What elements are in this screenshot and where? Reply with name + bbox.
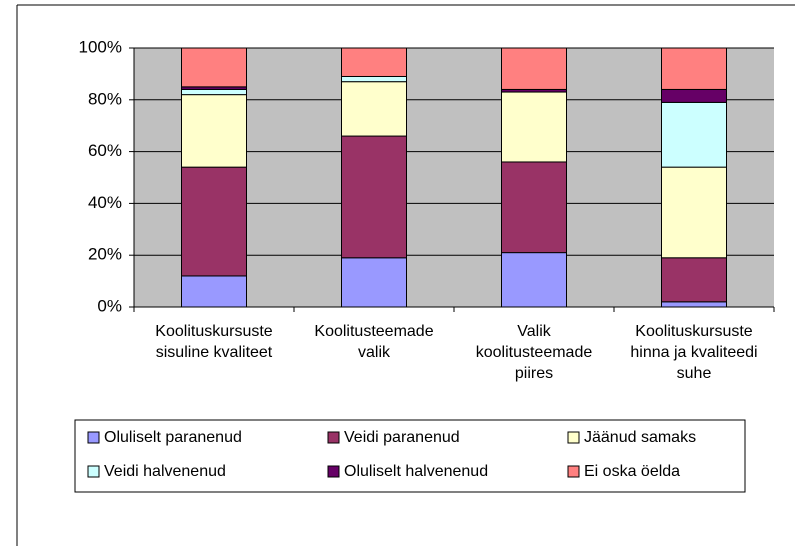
bar-segment	[181, 47, 247, 88]
bar-segment	[181, 166, 247, 277]
bar-segment	[181, 275, 247, 308]
legend-box	[74, 419, 746, 493]
legend-swatch	[327, 465, 340, 478]
y-tick-label: 60%	[88, 141, 122, 160]
y-tick-label: 20%	[88, 245, 122, 264]
legend-swatch	[87, 431, 100, 444]
bar-segment	[341, 75, 407, 83]
bar-segment	[501, 161, 567, 254]
legend-label: Veidi halvenenud	[104, 463, 226, 480]
bar-segment	[501, 47, 567, 90]
bar-segment	[661, 257, 727, 303]
bar-segment	[341, 257, 407, 308]
legend-label: Jäänud samaks	[584, 429, 696, 446]
legend-label: Veidi paranenud	[344, 429, 460, 446]
legend-swatch	[87, 465, 100, 478]
y-tick-label: 0%	[97, 296, 122, 315]
y-tick-label: 40%	[88, 193, 122, 212]
bar-segment	[501, 91, 567, 163]
legend-swatch	[567, 431, 580, 444]
legend-label: Ei oska öelda	[584, 463, 680, 480]
x-tick-label: Valik koolitusteemade piires	[475, 323, 593, 382]
bar-segment	[501, 252, 567, 308]
x-tick-label: Koolituskursuste sisuline kvaliteet	[155, 323, 273, 361]
bar-segment	[341, 81, 407, 137]
x-tick-label: Koolitusteemade valik	[314, 323, 434, 361]
bar-segment	[341, 47, 407, 77]
bar-segment	[181, 94, 247, 168]
bar-segment	[661, 47, 727, 90]
legend-swatch	[327, 431, 340, 444]
legend-label: Oluliselt paranenud	[104, 429, 242, 446]
bar-segment	[661, 301, 727, 308]
legend-swatch	[567, 465, 580, 478]
bar-segment	[661, 88, 727, 103]
y-tick-label: 80%	[88, 89, 122, 108]
y-tick-label: 100%	[79, 37, 122, 56]
legend-label: Oluliselt halvenenud	[344, 463, 488, 480]
bar-segment	[661, 101, 727, 168]
bar-segment	[181, 88, 247, 96]
bar-segment	[341, 135, 407, 259]
bar-segment	[661, 166, 727, 259]
x-tick-label: Koolituskursuste hinna ja kvaliteedi suh…	[630, 323, 758, 382]
